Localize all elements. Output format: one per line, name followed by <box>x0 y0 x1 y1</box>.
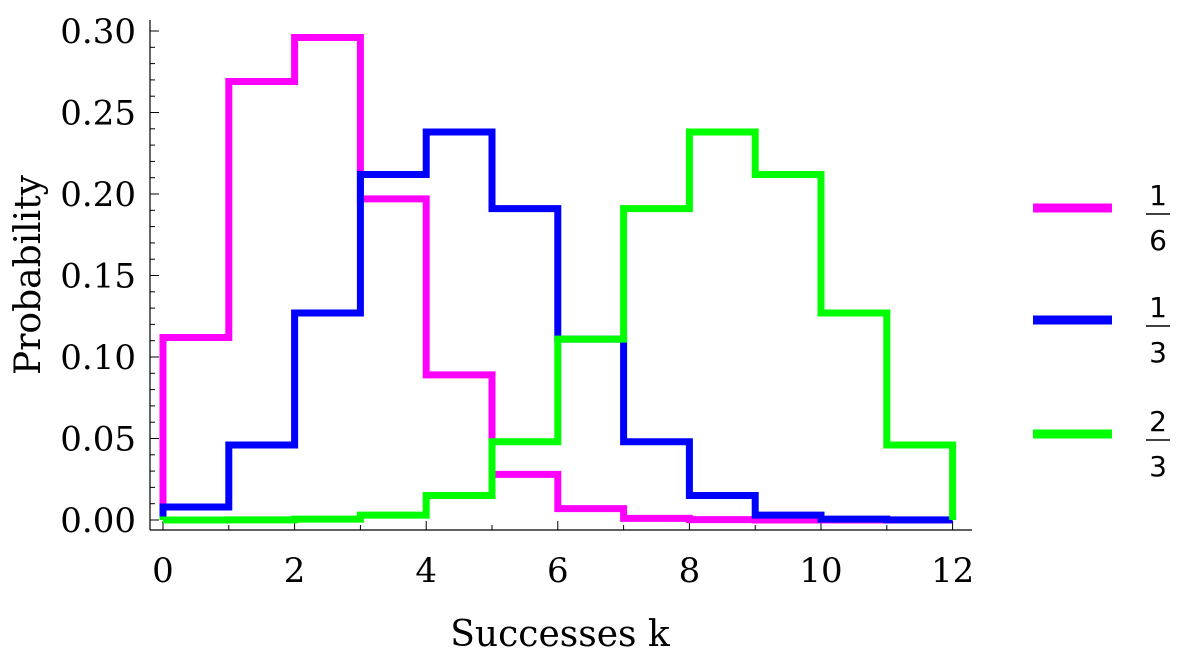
axes: 0 2 4 6 8 10 12 0.00 0.05 0.10 0.15 0.20 0.25 0.30 <box>60 12 974 591</box>
y-tick-label: 0.15 <box>60 257 136 297</box>
x-tick-label: 6 <box>547 551 569 591</box>
y-tick-label: 0.10 <box>60 338 136 378</box>
x-tick-label: 10 <box>799 551 842 591</box>
series-line-2 <box>159 128 957 524</box>
x-axis-title: Successes k <box>450 614 671 655</box>
y-tick-label: 0.25 <box>60 94 136 134</box>
x-tick-label: 4 <box>415 551 437 591</box>
legend: 1 6 1 3 2 3 <box>1033 179 1170 483</box>
x-tick-label: 0 <box>152 551 174 591</box>
series-line-3 <box>159 128 957 524</box>
x-tick-label: 2 <box>284 551 306 591</box>
y-tick-label: 0.20 <box>60 175 136 215</box>
series-layer <box>159 34 957 524</box>
legend-numerator: 2 <box>1149 405 1167 438</box>
y-tick-label: 0.00 <box>60 501 136 541</box>
legend-denominator: 6 <box>1149 224 1167 257</box>
y-tick-label: 0.30 <box>60 12 136 52</box>
legend-numerator: 1 <box>1149 291 1167 324</box>
legend-denominator: 3 <box>1149 336 1167 369</box>
x-tick-label: 12 <box>931 551 974 591</box>
legend-denominator: 3 <box>1149 450 1167 483</box>
legend-numerator: 1 <box>1149 179 1167 212</box>
x-tick-label: 8 <box>679 551 701 591</box>
y-tick-label: 0.05 <box>60 420 136 460</box>
y-axis-title: Probability <box>8 174 49 375</box>
